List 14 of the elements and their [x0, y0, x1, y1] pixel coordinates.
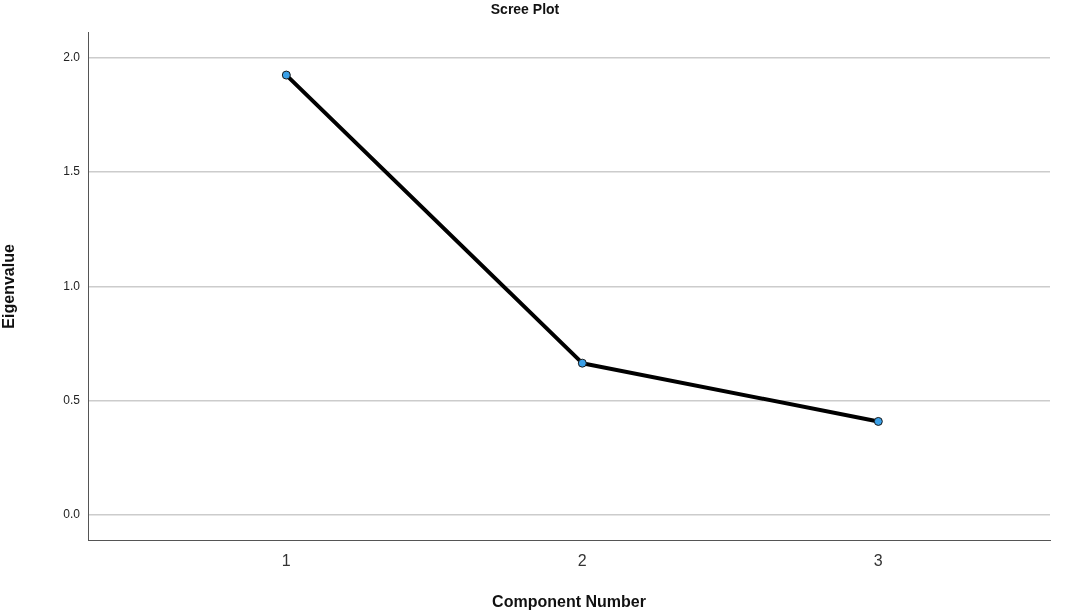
- point: [281, 70, 291, 80]
- y-tick-label: 1.0: [63, 278, 81, 293]
- point: [577, 358, 587, 368]
- y-axis-title: Eigenvalue: [0, 244, 18, 329]
- y-tick-label: 1.5: [63, 164, 81, 179]
- y-tick-label: 2.0: [63, 50, 81, 65]
- x-axis-title: Component Number: [492, 592, 646, 610]
- x-tick-label: 2: [577, 552, 587, 570]
- point: [873, 416, 883, 426]
- x-tick-label: 3: [873, 552, 883, 570]
- x-tick-label: 1: [281, 552, 291, 570]
- y-tick-label: 0.0: [63, 507, 81, 522]
- y-tick-label: 0.5: [63, 392, 81, 407]
- chart-title: Scree Plot: [490, 1, 560, 18]
